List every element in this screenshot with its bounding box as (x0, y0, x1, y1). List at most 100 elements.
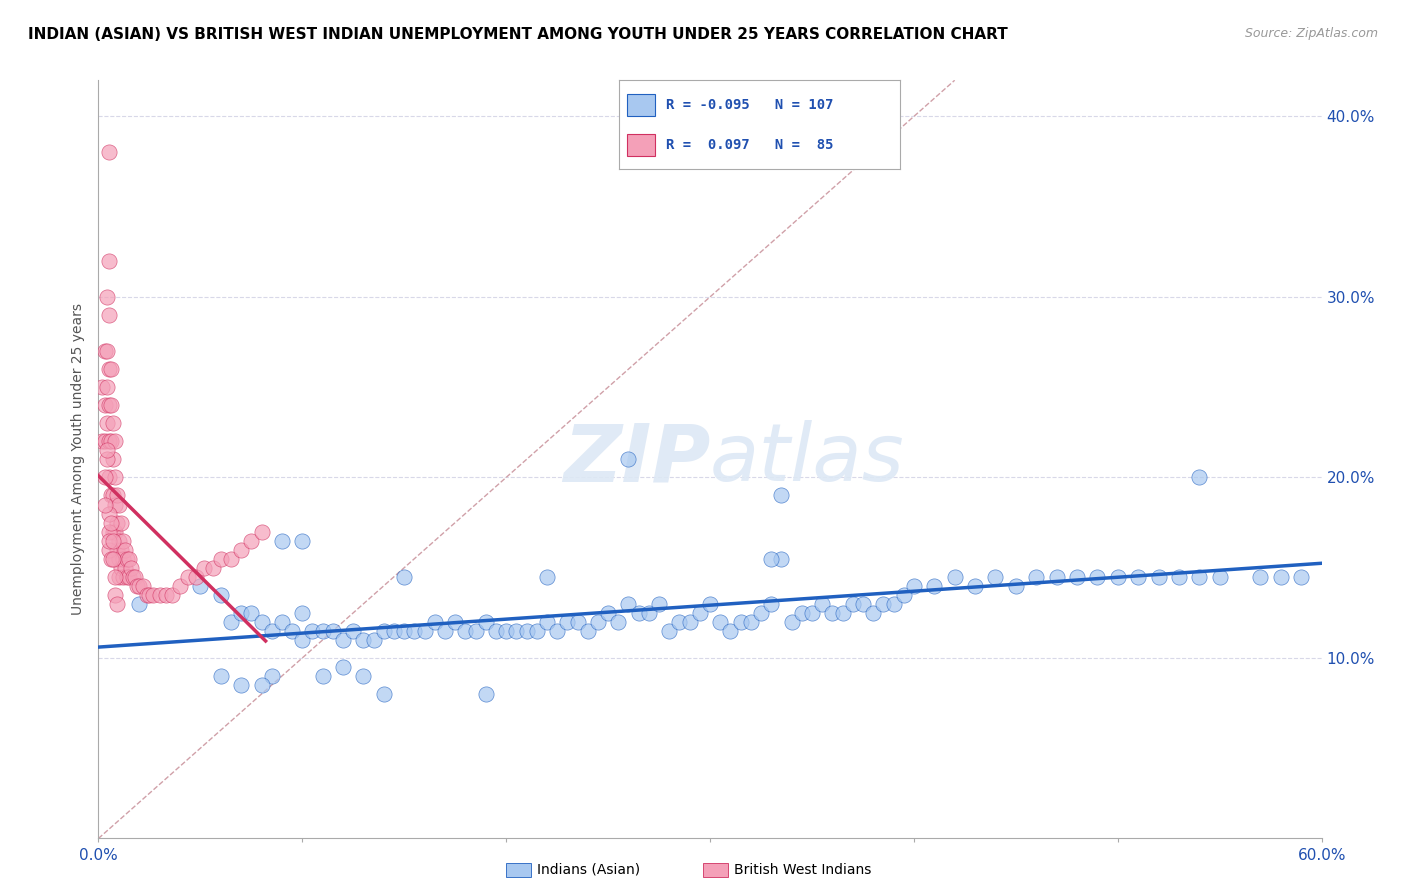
Point (668, 615, 690, 629)
Point (709, 615, 731, 629)
Point (231, 542, 253, 557)
Point (96, 443, 118, 458)
Point (101, 417, 124, 431)
Point (1025, 570, 1047, 584)
Point (648, 597, 671, 611)
Point (831, 606, 853, 620)
Point (114, 560, 136, 574)
Point (474, 615, 498, 629)
Point (97, 542, 120, 557)
Point (120, 560, 142, 574)
Point (903, 579, 925, 593)
Point (97, 470, 120, 484)
Point (1045, 570, 1069, 584)
Point (100, 516, 122, 530)
Point (260, 669, 283, 683)
Point (209, 588, 232, 602)
Point (101, 452, 124, 467)
Bar (627, 94, 655, 116)
Text: Source: ZipAtlas.com: Source: ZipAtlas.com (1244, 27, 1378, 40)
Point (155, 588, 177, 602)
Point (352, 632, 374, 647)
Y-axis label: Unemployment Among Youth under 25 years: Unemployment Among Youth under 25 years (70, 303, 84, 615)
Point (281, 624, 304, 638)
Point (149, 588, 172, 602)
Point (108, 551, 131, 566)
Point (110, 560, 132, 574)
Point (1085, 570, 1108, 584)
Point (505, 624, 527, 638)
Point (93, 344, 115, 359)
Point (104, 524, 127, 539)
Point (231, 678, 253, 692)
Point (240, 606, 263, 620)
Text: ZIP: ZIP (562, 420, 710, 499)
Point (97, 507, 120, 521)
Point (332, 660, 354, 674)
Point (352, 669, 374, 683)
Point (312, 624, 335, 638)
Point (118, 570, 141, 584)
Point (101, 488, 124, 502)
Point (761, 551, 783, 566)
Point (219, 551, 242, 566)
Point (607, 615, 630, 629)
Point (128, 579, 150, 593)
Point (104, 470, 127, 484)
Point (138, 588, 160, 602)
Point (105, 516, 128, 530)
Point (627, 606, 650, 620)
Point (91, 434, 114, 449)
Point (291, 533, 314, 548)
Point (718, 624, 742, 638)
Point (101, 551, 124, 566)
Point (127, 579, 149, 593)
Point (1188, 470, 1211, 484)
Point (862, 606, 884, 620)
Point (1107, 570, 1129, 584)
Point (96, 344, 118, 359)
Point (186, 570, 208, 584)
Point (761, 597, 783, 611)
Point (373, 624, 395, 638)
Point (260, 624, 283, 638)
Point (110, 542, 132, 557)
Point (104, 434, 127, 449)
Point (598, 606, 620, 620)
Point (97, 253, 120, 268)
Point (423, 615, 446, 629)
Point (811, 597, 834, 611)
Point (128, 597, 150, 611)
Point (240, 533, 263, 548)
Point (132, 579, 155, 593)
Point (301, 624, 323, 638)
Point (250, 615, 273, 629)
Point (104, 570, 127, 584)
Point (485, 624, 508, 638)
Point (96, 290, 118, 304)
Point (1249, 570, 1271, 584)
Point (342, 624, 364, 638)
Point (546, 624, 568, 638)
Text: INDIAN (ASIAN) VS BRITISH WEST INDIAN UNEMPLOYMENT AMONG YOUTH UNDER 25 YEARS CO: INDIAN (ASIAN) VS BRITISH WEST INDIAN UN… (28, 27, 1008, 42)
Point (96, 417, 118, 431)
Point (93, 434, 115, 449)
Point (101, 524, 124, 539)
Point (1147, 570, 1170, 584)
Bar (627, 134, 655, 156)
Point (852, 597, 875, 611)
Point (193, 560, 215, 574)
Point (1188, 570, 1211, 584)
Point (108, 533, 131, 548)
Point (1270, 570, 1292, 584)
Point (943, 570, 966, 584)
Point (893, 588, 915, 602)
Point (790, 606, 813, 620)
Point (104, 588, 127, 602)
Point (516, 624, 538, 638)
Point (169, 579, 191, 593)
Point (177, 570, 200, 584)
Point (883, 597, 905, 611)
Point (586, 615, 609, 629)
Point (97, 362, 120, 376)
